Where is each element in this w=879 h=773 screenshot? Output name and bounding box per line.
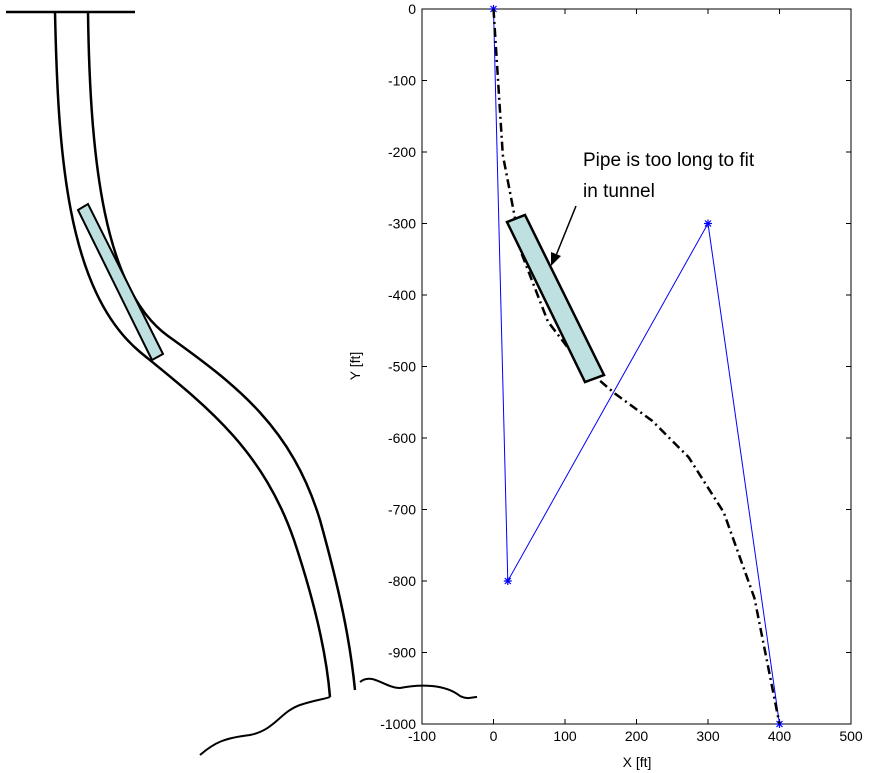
arrow-head bbox=[551, 252, 561, 266]
y-axis-label: Y [ft] bbox=[347, 352, 363, 381]
series-line bbox=[492, 8, 781, 725]
y-tick-label: 0 bbox=[408, 1, 416, 17]
y-tick-label: -200 bbox=[388, 144, 416, 160]
annotation: Pipe is too long to fit bbox=[583, 150, 755, 171]
y-tick-label: -800 bbox=[388, 573, 416, 589]
x-tick-label: 100 bbox=[553, 728, 577, 744]
x-axis-label: X [ft] bbox=[623, 754, 652, 770]
x-tick-label: -100 bbox=[408, 728, 436, 744]
y-tick-label: -500 bbox=[388, 359, 416, 375]
x-tick-label: 400 bbox=[768, 728, 792, 744]
pipe bbox=[76, 202, 165, 362]
x-tick-label: 500 bbox=[839, 728, 863, 744]
series-line bbox=[493, 8, 780, 725]
x-tick-label: 300 bbox=[696, 728, 720, 744]
y-tick-label: -400 bbox=[388, 287, 416, 303]
marker bbox=[503, 577, 512, 585]
marker bbox=[704, 219, 712, 228]
y-tick-label: -600 bbox=[388, 430, 416, 446]
ground-profile bbox=[359, 677, 478, 700]
x-tick-label: 0 bbox=[490, 728, 498, 744]
y-tick-label: -300 bbox=[388, 216, 416, 232]
y-tick-label: -100 bbox=[388, 73, 416, 89]
x-tick-label: 200 bbox=[625, 728, 649, 744]
y-tick-label: -700 bbox=[388, 502, 416, 518]
tunnel-wall bbox=[53, 11, 332, 698]
annotation: in tunnel bbox=[583, 181, 655, 202]
arrow bbox=[554, 205, 577, 259]
plot-frame bbox=[421, 8, 852, 725]
tunnel-sketch bbox=[6, 10, 478, 756]
pipe bbox=[505, 213, 606, 384]
tunnel-wall bbox=[86, 11, 357, 691]
y-tick-label: -1000 bbox=[380, 716, 416, 732]
y-tick-label: -900 bbox=[388, 645, 416, 661]
plot-area: -100 0 100 200 300 400 500-1000-900-800-700-60… bbox=[380, 1, 863, 744]
ground-profile bbox=[199, 696, 331, 756]
